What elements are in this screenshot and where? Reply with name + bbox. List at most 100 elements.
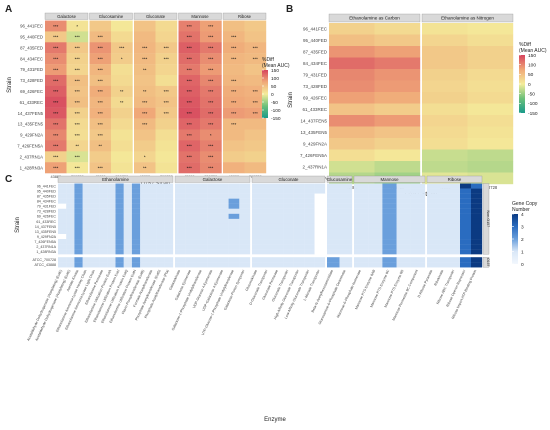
heatmap-cell (178, 20, 201, 32)
heatmap-cell (228, 203, 240, 209)
heatmap-cell (223, 96, 245, 108)
facet-label: Gluconate (278, 177, 299, 182)
heatmap-cell (99, 228, 108, 235)
heatmap-cell (217, 244, 229, 250)
heatmap-cell (155, 31, 178, 43)
heatmap-cell (66, 257, 75, 263)
row-label: 61_433REC (20, 100, 43, 105)
heatmap-cell (410, 183, 426, 189)
significance-label: *** (208, 122, 213, 127)
heatmap-cell (449, 193, 461, 199)
heatmap-cell (396, 213, 411, 219)
significance-label: *** (231, 111, 236, 116)
heatmap-cell (467, 57, 514, 70)
heatmap-cell (58, 203, 67, 209)
heatmap-cell (293, 198, 305, 204)
heatmap-cell (89, 85, 112, 97)
legend-title: Gene Copy (512, 201, 538, 207)
heatmap-cell (90, 262, 100, 268)
heatmap-cell (155, 107, 178, 119)
heatmap-cell (327, 239, 340, 245)
heatmap-cell (471, 193, 483, 199)
significance-label: *** (75, 35, 80, 40)
heatmap-cell (82, 234, 92, 240)
significance-label: *** (75, 67, 80, 72)
heatmap-cell (329, 80, 375, 93)
heatmap-cell (82, 183, 92, 189)
heatmap-cell (396, 208, 411, 214)
row-label: 61_433REC (36, 220, 56, 224)
heatmap-cell (99, 218, 108, 225)
heatmap-cell (438, 239, 450, 245)
heatmap-cell (164, 208, 174, 214)
heatmap-cell (422, 69, 468, 81)
legend-tick-label: -150 (528, 111, 538, 117)
heatmap-cell (304, 257, 315, 263)
significance-label: *** (98, 67, 103, 72)
significance-label: *** (142, 100, 147, 105)
heatmap-cell (185, 188, 197, 194)
significance-label: *** (53, 155, 58, 160)
heatmap-cell (66, 198, 75, 204)
heatmap-cell (283, 183, 294, 189)
heatmap-cell (252, 223, 263, 230)
row-label: 2_437RN1A (36, 245, 56, 249)
heatmap-cell (252, 257, 263, 263)
heatmap-cell (207, 193, 219, 199)
heatmap-cell (396, 234, 411, 240)
heatmap-cell (156, 223, 165, 230)
heatmap-cell (228, 244, 240, 250)
heatmap-cell (252, 208, 263, 214)
heatmap-cell (339, 249, 353, 255)
heatmap-cell (293, 203, 305, 209)
heatmap-cell (115, 262, 124, 268)
heatmap-cell (329, 161, 375, 173)
heatmap-cell (422, 46, 468, 58)
heatmap-cell (354, 203, 369, 209)
heatmap-cell (438, 218, 450, 225)
significance-label: *** (208, 89, 213, 94)
row-label: 73_428FED (20, 78, 43, 83)
heatmap-cell (185, 262, 197, 268)
heatmap-cell (123, 183, 133, 189)
heatmap-cell (111, 151, 133, 163)
heatmap-cell (131, 228, 141, 235)
legend-title: (Mean AUC) (262, 63, 290, 69)
heatmap-cell (283, 213, 294, 219)
facet-label: Ribose (448, 177, 462, 182)
row-label: 13_435FEN5 (35, 230, 56, 234)
heatmap-cell (82, 257, 92, 263)
heatmap-cell (244, 140, 267, 152)
heatmap-cell (223, 162, 245, 174)
heatmap-cell (293, 193, 305, 199)
heatmap-cell (217, 193, 229, 199)
row-label: 7_426FEN5A (17, 143, 43, 148)
heatmap-cell (66, 118, 89, 130)
heatmap-cell (115, 193, 124, 199)
heatmap-cell (368, 239, 383, 245)
heatmap-cell (89, 129, 112, 141)
x-tick-label: 700728 (483, 185, 498, 190)
heatmap-cell (115, 208, 124, 214)
heatmap-cell (382, 234, 397, 240)
heatmap-cell (410, 257, 426, 263)
heatmap-cell (228, 262, 240, 268)
heatmap-cell (217, 183, 229, 189)
significance-label: *** (75, 56, 80, 61)
heatmap-cell (164, 228, 174, 235)
heatmap-cell (217, 239, 229, 245)
heatmap-cell (427, 198, 439, 204)
heatmap-cell (228, 249, 240, 255)
heatmap-cell (134, 42, 156, 54)
heatmap-cell (329, 23, 375, 35)
heatmap-cell (178, 42, 201, 54)
heatmap-cell (111, 42, 133, 54)
significance-label: *** (208, 165, 213, 170)
facet-label: Ethanolamine as Carbon (349, 16, 400, 21)
heatmap-cell (410, 188, 426, 194)
heatmap-cell (134, 118, 156, 130)
heatmap-cell (45, 96, 67, 108)
heatmap-cell (66, 223, 75, 230)
significance-label: ** (143, 165, 147, 170)
significance-label: *** (208, 67, 213, 72)
